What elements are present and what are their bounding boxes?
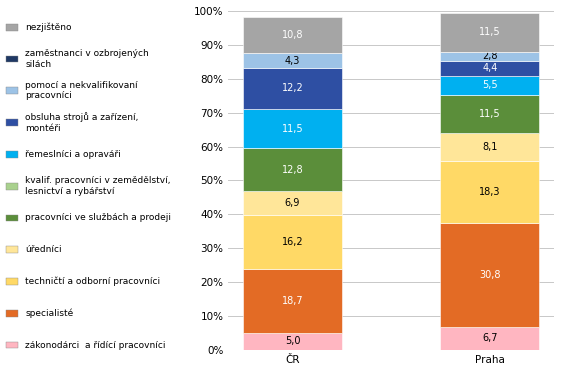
Text: 11,5: 11,5 [282, 124, 303, 133]
Bar [440, 327, 539, 350]
Bar [440, 94, 539, 133]
Bar [440, 61, 539, 76]
Bar [440, 76, 539, 94]
Text: 16,2: 16,2 [282, 237, 303, 247]
Bar [440, 223, 539, 327]
Text: zákonodárci  a řídící pracovníci: zákonodárci a řídící pracovníci [25, 341, 166, 350]
Text: nezjištěno: nezjištěno [25, 23, 71, 32]
Text: zaměstnanci v ozbrojených
silách: zaměstnanci v ozbrojených silách [25, 49, 149, 69]
Text: kvalif. pracovníci v zemědělství,
lesnictví a rybářství: kvalif. pracovníci v zemědělství, lesnic… [25, 176, 171, 196]
Text: 11,5: 11,5 [479, 27, 501, 37]
Text: 11,5: 11,5 [479, 109, 501, 119]
Bar [243, 17, 342, 53]
Text: pracovníci ve službách a prodeji: pracovníci ve službách a prodeji [25, 214, 171, 223]
Text: 8,1: 8,1 [482, 142, 497, 152]
Text: 5,5: 5,5 [482, 80, 497, 90]
Bar [440, 13, 539, 52]
Text: řemeslníci a opraváři: řemeslníci a opraváři [25, 150, 121, 159]
Bar [243, 148, 342, 191]
Text: 18,3: 18,3 [479, 187, 501, 197]
Text: 4,3: 4,3 [285, 56, 300, 65]
Bar [243, 109, 342, 148]
Text: 10,8: 10,8 [282, 30, 303, 40]
Text: pomocí a nekvalifikovaní
pracovníci: pomocí a nekvalifikovaní pracovníci [25, 81, 138, 100]
Text: techničtí a odborní pracovníci: techničtí a odborní pracovníci [25, 277, 160, 286]
Bar [440, 133, 539, 161]
Bar [243, 333, 342, 350]
Text: 6,7: 6,7 [482, 334, 497, 343]
Text: úředníci: úředníci [25, 245, 62, 254]
Text: 5,0: 5,0 [285, 336, 300, 346]
Bar [243, 215, 342, 270]
Text: specialisté: specialisté [25, 309, 74, 318]
Text: 6,9: 6,9 [285, 198, 300, 208]
Bar [243, 68, 342, 109]
Bar [243, 191, 342, 215]
Bar [440, 161, 539, 223]
Text: 18,7: 18,7 [282, 296, 303, 306]
Text: 12,8: 12,8 [282, 165, 303, 174]
Bar [243, 270, 342, 333]
Text: 30,8: 30,8 [479, 270, 501, 280]
Text: obsluha strojů a zařízení,
montéři: obsluha strojů a zařízení, montéři [25, 112, 139, 133]
Text: 4,4: 4,4 [482, 64, 497, 73]
Bar [243, 53, 342, 68]
Bar [440, 52, 539, 61]
Text: 12,2: 12,2 [282, 83, 303, 93]
Text: 2,8: 2,8 [482, 51, 497, 61]
